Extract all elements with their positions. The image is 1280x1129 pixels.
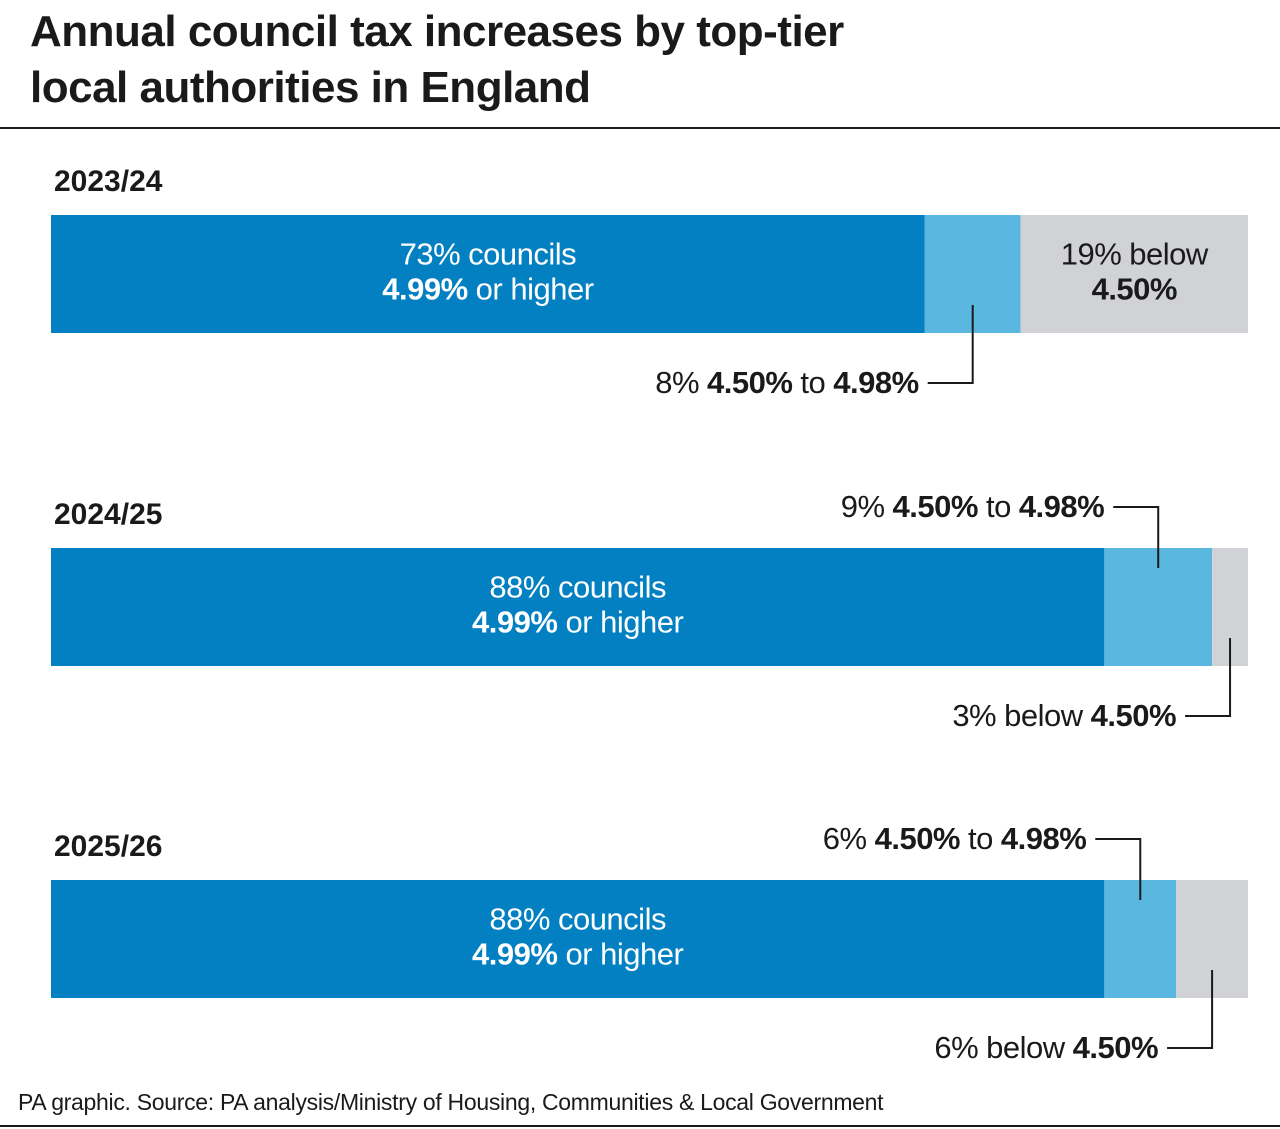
label-run: 4.50% — [1091, 698, 1176, 733]
bar-segment — [51, 215, 925, 333]
segment-label: 73% councils — [400, 237, 577, 272]
label-run: 4.98% — [1001, 821, 1086, 856]
label-run: or higher — [565, 605, 683, 640]
label-run: 4.50% — [875, 821, 960, 856]
chart-subtitle: 2024/25 — [54, 498, 162, 531]
value-label: 88% — [489, 902, 550, 937]
value-label: 8% — [655, 365, 699, 400]
callout-line — [927, 305, 974, 384]
value-label: 88% — [489, 570, 550, 605]
label-run: 4.99% — [472, 605, 557, 640]
label-run: 4.98% — [833, 365, 918, 400]
label-run: 4.50% — [707, 365, 792, 400]
segment-label: 4.99% or higher — [382, 272, 593, 307]
callout-line — [1113, 506, 1160, 568]
label-run: to — [986, 489, 1011, 524]
page-title: Annual council tax increases by top-tier… — [30, 7, 844, 112]
label-run: 4.50% — [1092, 272, 1177, 307]
label-run: to — [968, 821, 993, 856]
callout-label: 6% below 4.50% — [934, 1030, 1158, 1065]
callout-label: 3% below 4.50% — [952, 698, 1176, 733]
label-run: or higher — [476, 272, 594, 307]
segment-label: 4.50% — [1092, 272, 1177, 307]
segment-label: 4.99% or higher — [472, 937, 683, 972]
segment-label: 19% below — [1061, 237, 1209, 272]
segment-label: 88% councils — [489, 902, 666, 937]
chart-subtitle: 2023/24 — [54, 165, 163, 198]
label-run: below — [986, 1030, 1066, 1065]
label-run: 4.98% — [1019, 489, 1104, 524]
callout-line — [1185, 638, 1232, 717]
label-run: below — [1129, 237, 1209, 272]
callout-label: 8% 4.50% to 4.98% — [655, 365, 918, 400]
value-label: 3% — [952, 698, 996, 733]
value-label: 9% — [841, 489, 885, 524]
segment-label: 4.99% or higher — [472, 605, 683, 640]
label-run: 4.99% — [472, 937, 557, 972]
bar-segment — [51, 548, 1105, 666]
source: PA graphic. Source: PA analysis/Ministry… — [18, 1089, 884, 1115]
bar-segment — [51, 880, 1105, 998]
label-run: 4.50% — [893, 489, 978, 524]
callout-label: 6% 4.50% to 4.98% — [823, 821, 1086, 856]
label-run: councils — [468, 237, 576, 272]
segment-label: 88% councils — [489, 570, 666, 605]
label-run: to — [800, 365, 825, 400]
label-run: below — [1004, 698, 1084, 733]
label-run: 4.99% — [382, 272, 467, 307]
callout-label: 9% 4.50% to 4.98% — [841, 489, 1104, 524]
chart-subtitle: 2025/26 — [54, 830, 162, 863]
label-run: councils — [558, 570, 666, 605]
bar-segment — [1020, 215, 1248, 333]
value-label: 73% — [400, 237, 461, 272]
label-run: or higher — [565, 937, 683, 972]
value-label: 6% — [823, 821, 867, 856]
callout-line — [1167, 970, 1214, 1049]
label-run: councils — [558, 902, 666, 937]
value-label: 19% — [1061, 237, 1122, 272]
callout-line — [1095, 838, 1142, 900]
value-label: 6% — [934, 1030, 978, 1065]
label-run: 4.50% — [1073, 1030, 1158, 1065]
